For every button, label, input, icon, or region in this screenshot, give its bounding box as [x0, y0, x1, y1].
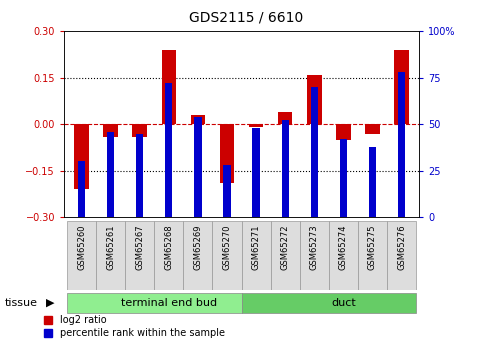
Bar — [67, 221, 96, 290]
Bar — [300, 221, 329, 290]
Text: GSM65261: GSM65261 — [106, 224, 115, 270]
Text: GSM65270: GSM65270 — [222, 224, 232, 270]
Legend: log2 ratio, percentile rank within the sample: log2 ratio, percentile rank within the s… — [44, 315, 225, 338]
Bar — [271, 221, 300, 290]
Text: GSM65271: GSM65271 — [251, 224, 261, 270]
Bar — [194, 117, 202, 217]
Bar — [249, 124, 263, 127]
Bar — [74, 124, 89, 189]
Bar — [183, 221, 212, 290]
Text: duct: duct — [331, 298, 356, 308]
Bar — [336, 124, 351, 140]
Bar — [165, 83, 173, 217]
Bar — [220, 124, 234, 183]
Text: GSM65269: GSM65269 — [193, 224, 203, 270]
Bar — [154, 221, 183, 290]
Bar — [104, 124, 118, 137]
Text: GSM65276: GSM65276 — [397, 224, 406, 270]
Bar — [252, 128, 260, 217]
Text: GSM65272: GSM65272 — [281, 224, 290, 270]
Bar — [67, 293, 242, 313]
Text: ▶: ▶ — [46, 298, 54, 308]
Bar — [133, 124, 147, 137]
Text: tissue: tissue — [5, 298, 38, 308]
Bar — [340, 139, 347, 217]
Bar — [278, 112, 292, 124]
Text: GSM65275: GSM65275 — [368, 224, 377, 270]
Bar — [358, 221, 387, 290]
Bar — [307, 75, 321, 124]
Bar — [107, 132, 114, 217]
Bar — [191, 115, 205, 124]
Bar — [398, 72, 405, 217]
Bar — [162, 50, 176, 124]
Bar — [365, 124, 380, 134]
Bar — [212, 221, 242, 290]
Text: GDS2115 / 6610: GDS2115 / 6610 — [189, 10, 304, 24]
Text: GSM65260: GSM65260 — [77, 224, 86, 270]
Text: terminal end bud: terminal end bud — [121, 298, 217, 308]
Bar — [96, 221, 125, 290]
Text: GSM65273: GSM65273 — [310, 224, 319, 270]
Text: GSM65268: GSM65268 — [164, 224, 174, 270]
Text: GSM65267: GSM65267 — [135, 224, 144, 270]
Text: GSM65274: GSM65274 — [339, 224, 348, 270]
Bar — [394, 50, 409, 124]
Bar — [311, 87, 318, 217]
Bar — [136, 134, 143, 217]
Bar — [223, 165, 231, 217]
Bar — [282, 120, 289, 217]
Bar — [369, 147, 376, 217]
Bar — [329, 221, 358, 290]
Bar — [125, 221, 154, 290]
Bar — [78, 161, 85, 217]
Bar — [387, 221, 416, 290]
Bar — [242, 293, 416, 313]
Bar — [242, 221, 271, 290]
